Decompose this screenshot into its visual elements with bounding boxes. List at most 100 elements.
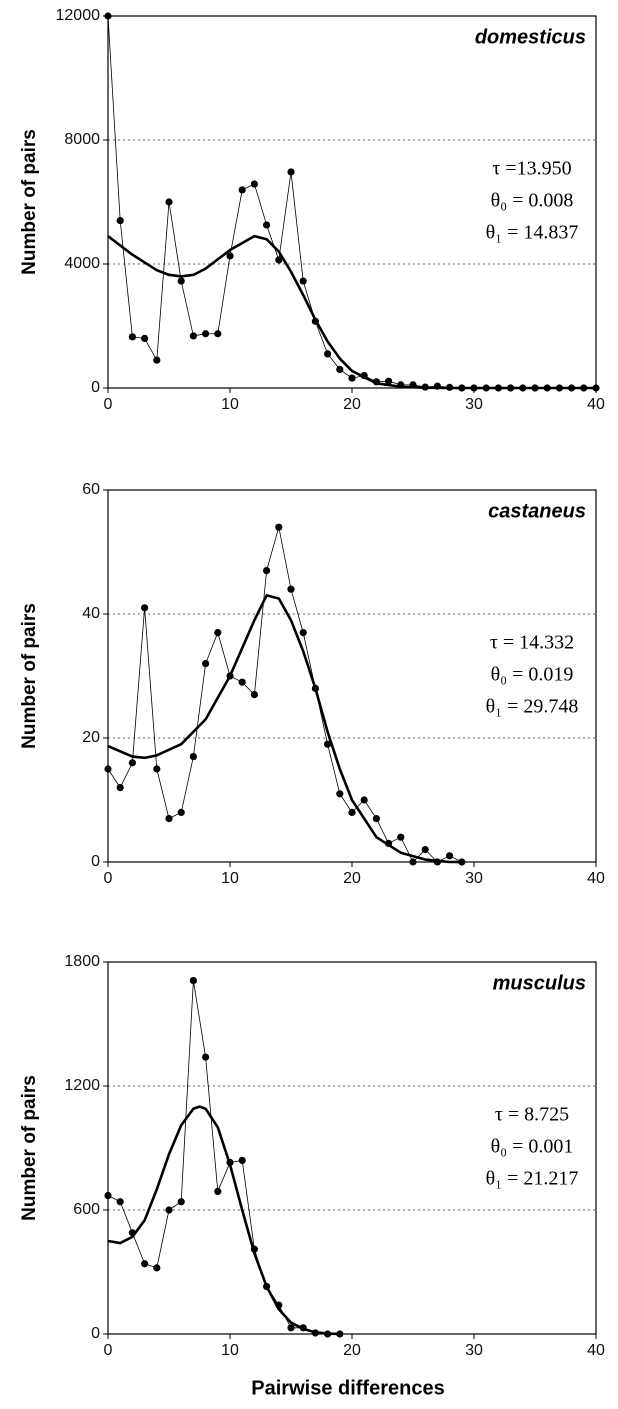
data-point <box>263 221 271 229</box>
annotation: θ₁ = 21.217 <box>486 1168 579 1190</box>
data-point <box>104 1191 112 1200</box>
x-tick-label: 0 <box>104 870 113 887</box>
data-point <box>275 523 283 531</box>
data-point <box>128 333 136 341</box>
y-tick-label: 1200 <box>64 1077 100 1094</box>
data-point <box>287 585 295 593</box>
data-point <box>116 784 124 792</box>
expected-curve <box>107 1105 340 1336</box>
data-point <box>165 815 173 823</box>
y-axis-label: Number of pairs <box>19 1075 40 1221</box>
panel: 0 600 1200 1800 0 10 20 30 40 Number of pairs Pair… <box>19 953 605 1399</box>
x-tick-label: 30 <box>465 1342 483 1359</box>
data-point <box>214 629 222 637</box>
data-point <box>141 1260 149 1268</box>
data-point <box>287 168 295 176</box>
x-tick-label: 40 <box>587 870 605 887</box>
annotation: θ₁ = 14.837 <box>486 222 579 244</box>
data-point <box>177 277 185 285</box>
panel-label: musculus <box>493 972 586 994</box>
annotation: θ₀ = 0.001 <box>491 1136 574 1158</box>
x-tick-label: 20 <box>343 396 361 413</box>
y-axis-label: Number of pairs <box>19 603 40 749</box>
y-tick-label: 8000 <box>64 131 100 148</box>
data-point <box>446 852 454 860</box>
data-point <box>324 350 332 358</box>
data-point <box>348 374 356 382</box>
data-point <box>189 332 197 340</box>
plot-frame <box>107 15 597 389</box>
y-tick-label: 1800 <box>64 953 100 970</box>
x-tick-label: 10 <box>221 396 239 413</box>
annotation: θ₀ = 0.008 <box>491 190 574 212</box>
panel: 0 4000 8000 12000 0 10 20 30 40 Number of pairs do… <box>19 7 605 413</box>
data-point <box>299 629 307 637</box>
plot-frame <box>107 961 597 1335</box>
data-point <box>287 1324 295 1332</box>
annotation: τ = 14.332 <box>490 632 574 654</box>
data-point <box>189 753 197 761</box>
y-tick-label: 0 <box>91 853 100 870</box>
data-point <box>226 252 234 260</box>
annotation: τ =13.950 <box>492 158 571 180</box>
data-point <box>141 604 149 612</box>
data-point <box>189 977 197 985</box>
data-point <box>397 833 405 841</box>
x-tick-label: 40 <box>587 1342 605 1359</box>
data-point <box>214 1187 222 1195</box>
y-tick-label: 20 <box>82 729 100 746</box>
data-point <box>421 846 429 854</box>
data-point <box>372 815 380 823</box>
data-point <box>385 377 393 385</box>
data-point <box>263 567 271 575</box>
x-tick-label: 20 <box>343 1342 361 1359</box>
data-point <box>250 180 258 188</box>
data-point <box>104 12 112 20</box>
data-point <box>275 256 283 264</box>
x-tick-label: 30 <box>465 396 483 413</box>
panel: 0 20 40 60 0 10 20 30 40 Number of pairs castaneus… <box>19 481 605 887</box>
data-point <box>299 277 307 285</box>
data-point <box>116 217 124 225</box>
data-point <box>202 660 210 668</box>
panel-label: domesticus <box>475 26 586 48</box>
y-tick-label: 4000 <box>64 255 100 272</box>
x-axis-label: Pairwise differences <box>251 1377 444 1399</box>
data-point <box>348 808 356 817</box>
data-point <box>238 1156 246 1164</box>
y-tick-label: 60 <box>82 481 100 498</box>
data-point <box>165 198 173 206</box>
annotation: θ₀ = 0.019 <box>491 664 574 686</box>
data-point <box>238 186 246 194</box>
data-point <box>250 691 258 699</box>
data-point <box>116 1198 124 1206</box>
y-tick-label: 12000 <box>56 7 101 24</box>
data-point <box>177 1198 185 1206</box>
x-tick-label: 40 <box>587 396 605 413</box>
data-point <box>153 1264 161 1272</box>
data-point <box>324 740 332 748</box>
data-point <box>214 330 222 338</box>
data-point <box>153 356 161 364</box>
data-point <box>360 796 368 804</box>
data-point <box>202 1053 210 1061</box>
panel-label: castaneus <box>488 500 586 522</box>
data-point <box>128 759 136 767</box>
y-axis-label: Number of pairs <box>19 129 40 275</box>
x-tick-label: 10 <box>221 870 239 887</box>
y-tick-label: 40 <box>82 605 100 622</box>
data-point <box>409 858 417 866</box>
data-point <box>104 765 112 773</box>
annotation: θ₁ = 29.748 <box>486 696 579 718</box>
data-point <box>177 808 185 817</box>
data-point <box>202 330 210 338</box>
observed-line <box>107 980 340 1335</box>
x-tick-label: 0 <box>104 396 113 413</box>
x-tick-label: 30 <box>465 870 483 887</box>
expected-curve <box>107 594 462 864</box>
data-point <box>336 365 344 373</box>
data-point <box>238 678 246 686</box>
y-tick-label: 0 <box>91 1325 100 1342</box>
plot-frame <box>107 489 597 863</box>
